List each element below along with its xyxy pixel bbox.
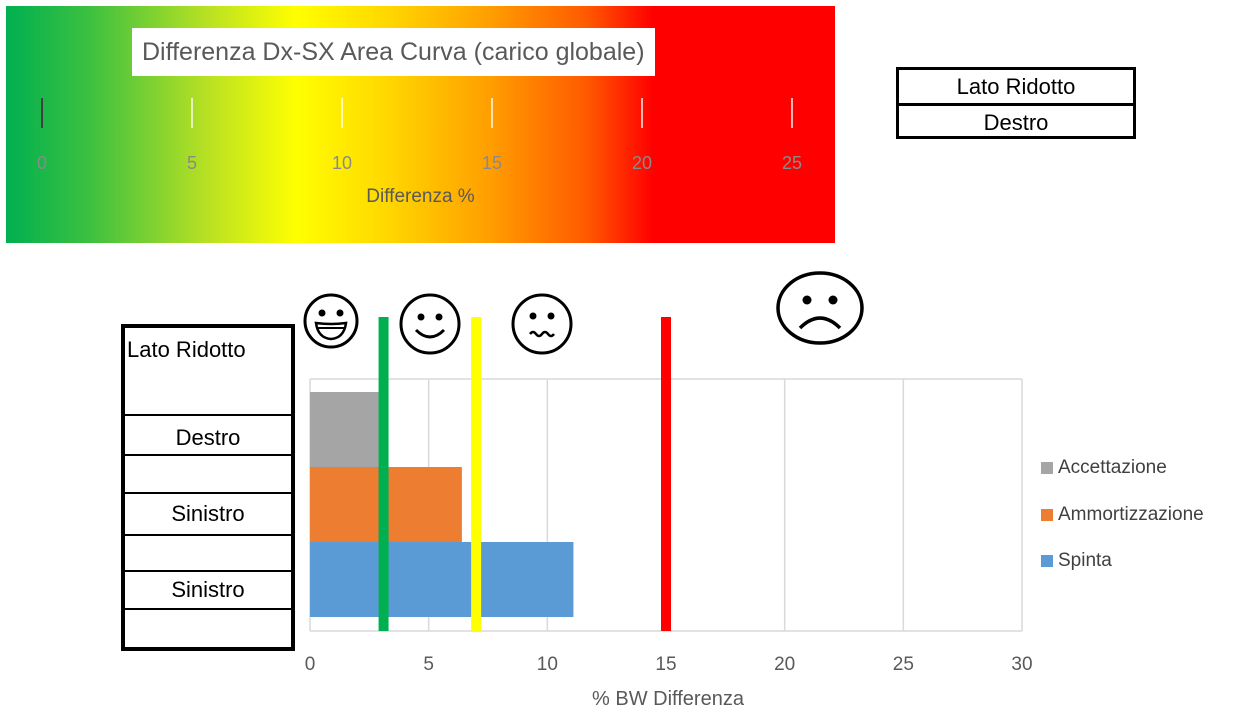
- smiley-face-icon: [399, 293, 461, 355]
- reduced-side-table: Lato Ridotto Destro Sinistro Sinistro: [121, 324, 295, 651]
- x-tick-label: 20: [774, 654, 795, 675]
- scale-xlabel: Differenza %: [366, 186, 475, 207]
- threshold-line: [661, 317, 671, 631]
- table-divider: [125, 534, 291, 536]
- uneasy-face-icon: [511, 293, 573, 355]
- table-divider: [125, 608, 291, 610]
- scale-tick-mark: [791, 98, 793, 128]
- table-divider: [125, 414, 291, 416]
- scale-tick-label: 15: [481, 153, 503, 173]
- x-tick-label: 25: [893, 654, 914, 675]
- threshold-line: [378, 317, 389, 631]
- x-tick-label: 0: [305, 654, 316, 675]
- x-tick-label: 30: [1011, 654, 1032, 675]
- legend-swatch: [1041, 509, 1053, 521]
- scale-tick-label: 5: [186, 153, 197, 173]
- legend-swatch: [1041, 462, 1053, 474]
- reduced-side-header: Lato Ridotto: [956, 74, 1076, 99]
- table-divider: [125, 454, 291, 456]
- threshold-line: [471, 317, 482, 631]
- scale-tick-label: 20: [631, 153, 653, 173]
- difference-scale-panel: Differenza Dx-SX Area Curva (carico glob…: [6, 6, 835, 243]
- table-row: Destro: [175, 425, 241, 450]
- scale-title: Differenza Dx-SX Area Curva (carico glob…: [132, 28, 655, 76]
- legend-label: Spinta: [1058, 550, 1112, 571]
- scale-tick-mark: [491, 98, 493, 128]
- x-tick-label: 10: [537, 654, 558, 675]
- table-header: Lato Ridotto: [127, 337, 246, 362]
- bar-spinta: [310, 542, 574, 617]
- legend-item: Accettazione: [1041, 456, 1167, 480]
- legend-label: Ammortizzazione: [1058, 504, 1204, 525]
- x-tick-label: 15: [655, 654, 676, 675]
- scale-tick-label: 0: [36, 153, 47, 173]
- bar-accettazione: [310, 392, 379, 467]
- legend-label: Accettazione: [1058, 457, 1167, 478]
- scale-tick-label: 25: [781, 153, 803, 173]
- scale-tick-mark: [191, 98, 193, 128]
- table-divider: [125, 492, 291, 494]
- reduced-side-box: Lato Ridotto Destro: [896, 67, 1136, 139]
- x-tick-label: 5: [423, 654, 434, 675]
- legend-item: Ammortizzazione: [1041, 503, 1204, 527]
- reduced-side-value: Destro: [899, 103, 1133, 139]
- sad-face-icon: [776, 271, 864, 345]
- table-row: Sinistro: [171, 577, 245, 602]
- scale-tick-label: 10: [331, 153, 353, 173]
- table-row: Sinistro: [171, 501, 245, 526]
- x-axis-title: % BW Differenza: [592, 688, 745, 710]
- scale-tick-mark: [341, 98, 343, 128]
- scale-tick-mark: [41, 98, 43, 128]
- scale-tick-mark: [641, 98, 643, 128]
- legend-swatch: [1041, 555, 1053, 567]
- very-happy-face-icon: [303, 293, 359, 349]
- table-divider: [125, 570, 291, 572]
- legend-item: Spinta: [1041, 549, 1112, 573]
